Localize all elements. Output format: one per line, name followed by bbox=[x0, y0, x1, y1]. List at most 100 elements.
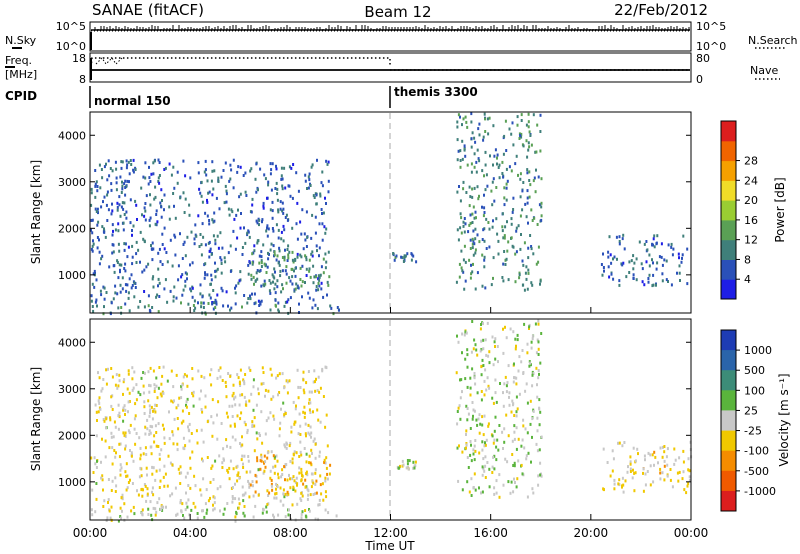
echo-cell bbox=[161, 423, 164, 427]
echo-cell bbox=[496, 232, 499, 236]
echo-cell bbox=[193, 237, 196, 241]
echo-cell bbox=[97, 211, 99, 215]
echo-cell bbox=[157, 277, 160, 281]
echo-cell bbox=[482, 135, 485, 139]
echo-cell bbox=[618, 240, 621, 243]
echo-cell bbox=[305, 255, 308, 259]
echo-cell bbox=[113, 420, 116, 424]
echo-cell bbox=[678, 470, 681, 474]
echo-cell bbox=[231, 210, 234, 214]
echo-cell bbox=[656, 234, 659, 238]
echo-cell bbox=[661, 471, 664, 475]
echo-cell bbox=[286, 478, 289, 482]
echo-cell bbox=[120, 166, 123, 170]
echo-cell bbox=[314, 482, 317, 486]
echo-cell bbox=[176, 417, 179, 420]
echo-cell bbox=[158, 247, 161, 251]
echo-cell bbox=[98, 238, 100, 242]
echo-cell bbox=[232, 158, 235, 162]
echo-cell bbox=[308, 269, 311, 273]
echo-cell bbox=[243, 420, 246, 424]
echo-cell bbox=[461, 390, 463, 394]
echo-cell bbox=[151, 241, 154, 245]
echo-cell bbox=[308, 433, 311, 437]
echo-cell bbox=[222, 169, 225, 172]
echo-cell bbox=[149, 424, 152, 428]
echo-cell bbox=[484, 286, 487, 290]
echo-cell bbox=[209, 296, 212, 300]
echo-cell bbox=[126, 486, 129, 490]
echo-cell bbox=[623, 441, 626, 444]
echo-cell bbox=[271, 162, 274, 166]
echo-cell bbox=[633, 471, 636, 475]
echo-cell bbox=[317, 277, 320, 281]
echo-cell bbox=[273, 287, 276, 291]
echo-cell bbox=[298, 466, 301, 470]
echo-cell bbox=[666, 463, 669, 467]
echo-cell bbox=[191, 286, 194, 290]
echo-cell bbox=[632, 276, 635, 280]
echo-cell bbox=[131, 388, 134, 392]
echo-cell bbox=[192, 404, 195, 408]
echo-cell bbox=[531, 219, 534, 222]
echo-cell bbox=[465, 429, 468, 433]
echo-cell bbox=[118, 379, 121, 383]
xlabel: Time UT bbox=[364, 539, 415, 553]
echo-cell bbox=[277, 513, 280, 517]
echo-cell bbox=[193, 474, 196, 478]
echo-cell bbox=[266, 234, 269, 238]
echo-cell bbox=[148, 224, 151, 228]
echo-cell bbox=[202, 235, 205, 239]
echo-cell bbox=[322, 295, 325, 299]
echo-cell bbox=[152, 161, 155, 165]
echo-cell bbox=[133, 512, 136, 516]
echo-cell bbox=[272, 229, 275, 233]
echo-cell bbox=[521, 349, 524, 352]
echo-cell bbox=[285, 379, 288, 383]
echo-cell bbox=[528, 327, 530, 330]
sky-tick-bottom: 10^0 bbox=[56, 40, 86, 53]
echo-cell bbox=[256, 437, 259, 441]
echo-cell bbox=[522, 181, 525, 184]
echo-cell bbox=[517, 437, 520, 441]
echo-cell bbox=[528, 179, 531, 182]
colorbar-swatch bbox=[721, 390, 736, 411]
echo-cell bbox=[180, 509, 183, 513]
echo-cell bbox=[300, 479, 303, 483]
echo-cell bbox=[471, 131, 474, 135]
echo-cell bbox=[172, 385, 175, 389]
echo-cell bbox=[305, 434, 307, 438]
echo-cell bbox=[514, 280, 517, 284]
echo-cell bbox=[111, 375, 114, 379]
echo-cell bbox=[296, 255, 299, 259]
echo-cell bbox=[629, 467, 632, 471]
echo-cell bbox=[653, 463, 655, 467]
echo-cell bbox=[279, 486, 282, 490]
echo-cell bbox=[284, 463, 287, 467]
echo-cell bbox=[224, 380, 227, 384]
echo-cell bbox=[126, 255, 129, 259]
echo-cell bbox=[278, 427, 281, 431]
echo-cell bbox=[118, 263, 121, 267]
echo-cell bbox=[289, 194, 292, 198]
echo-cell bbox=[276, 254, 279, 258]
power-panel-bg bbox=[90, 112, 691, 313]
echo-cell bbox=[266, 456, 269, 460]
echo-cell bbox=[190, 508, 193, 512]
echo-cell bbox=[160, 507, 163, 511]
echo-cell bbox=[688, 475, 691, 479]
echo-cell bbox=[117, 414, 120, 418]
echo-cell bbox=[487, 221, 490, 224]
echo-cell bbox=[314, 456, 317, 460]
echo-cell bbox=[471, 417, 474, 421]
echo-cell bbox=[532, 372, 535, 375]
echo-cell bbox=[652, 261, 654, 265]
echo-cell bbox=[502, 351, 505, 355]
echo-cell bbox=[629, 455, 632, 459]
echo-cell bbox=[292, 163, 295, 166]
echo-cell bbox=[472, 229, 475, 233]
echo-cell bbox=[211, 464, 214, 468]
echo-cell bbox=[110, 435, 113, 439]
echo-cell bbox=[263, 469, 266, 473]
echo-cell bbox=[455, 371, 458, 375]
